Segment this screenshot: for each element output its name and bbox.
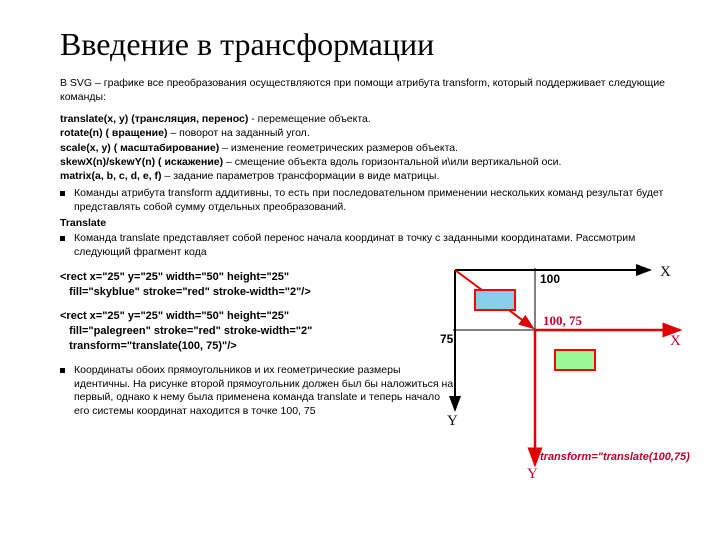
label-x-red: X bbox=[670, 333, 681, 349]
label-y-red: Y bbox=[527, 466, 538, 480]
label-100: 100 bbox=[540, 272, 560, 286]
slide-title: Введение в трансформации bbox=[60, 26, 680, 63]
bullet-3: Координаты обоих прямоугольников и их ге… bbox=[60, 364, 454, 419]
intro-text: В SVG – графике все преобразования осуще… bbox=[60, 77, 680, 104]
transform-caption: transform="translate(100,75)" bbox=[540, 451, 690, 463]
sub-heading-translate: Translate bbox=[60, 217, 680, 229]
label-x-black: X bbox=[660, 264, 671, 280]
cmd-scale: scale(x, y) ( масштабирование) bbox=[60, 142, 219, 154]
cmd-translate: translate(x, y) (трансляция, перенос) bbox=[60, 113, 248, 125]
coordinate-diagram: X Y 100 75 100, 75 X Y transform="transl… bbox=[440, 250, 690, 480]
cmd-skew: skewX(n)/skewY(n) ( искажение) bbox=[60, 156, 223, 168]
bullet-1: Команды атрибута transform аддитивны, то… bbox=[60, 187, 680, 214]
cmd-rotate: rotate(n) ( вращение) bbox=[60, 127, 167, 139]
command-list: translate(x, y) (трансляция, перенос) - … bbox=[60, 112, 680, 183]
rect-palegreen bbox=[555, 350, 595, 370]
label-100-75: 100, 75 bbox=[543, 313, 583, 328]
label-75: 75 bbox=[440, 332, 454, 346]
label-y-black: Y bbox=[447, 413, 458, 429]
rect-skyblue bbox=[475, 290, 515, 310]
cmd-matrix: matrix(a, b, c, d, e, f) bbox=[60, 170, 162, 182]
